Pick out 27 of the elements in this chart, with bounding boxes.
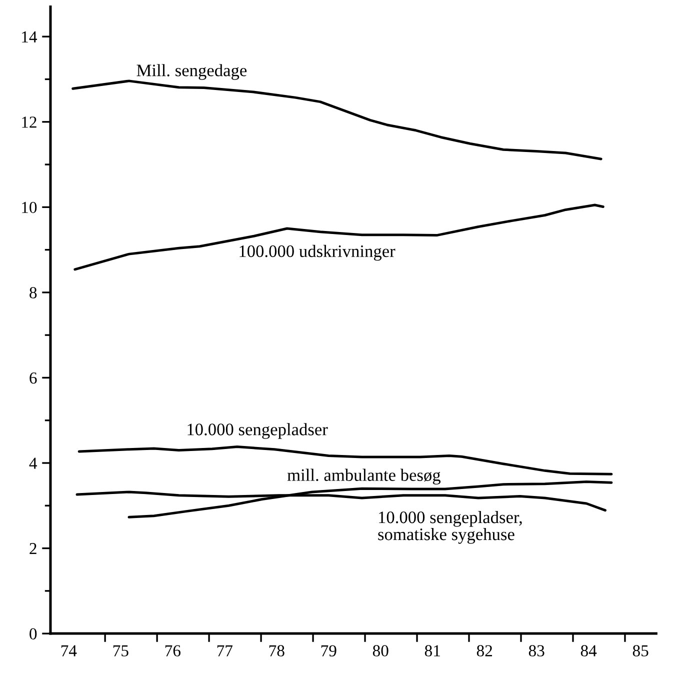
line-series (72, 80, 602, 160)
x-tick-label: 76 (165, 645, 180, 656)
x-tick-label: 78 (269, 645, 284, 656)
series-label: mill. ambulante besøg (287, 468, 441, 485)
y-tick-label: 0 (30, 628, 37, 640)
x-tick-label: 84 (580, 645, 597, 656)
y-tick-label: 12 (22, 116, 36, 128)
x-tick-label: 79 (321, 645, 336, 656)
y-tick-label: 10 (22, 202, 37, 214)
line-series (74, 204, 604, 271)
y-tick-label: 4 (29, 458, 38, 469)
series-label: 100.000 udskrivninger (240, 244, 396, 261)
x-tick-label: 75 (113, 645, 128, 656)
x-tick-label: 74 (61, 645, 77, 656)
y-tick-label: 8 (30, 287, 37, 298)
x-tick-label: 82 (476, 645, 492, 656)
x-tick-label: 80 (372, 645, 388, 656)
x-tick-label: 77 (217, 645, 232, 656)
series-label: 10.000 sengepladser, somatiske sygehuse (378, 510, 522, 544)
y-tick-label: 6 (30, 372, 37, 384)
x-tick-label: 85 (632, 645, 648, 656)
series-label: 10.000 sengepladser (188, 423, 328, 439)
series-label: Mill. sengedage (136, 64, 247, 80)
x-tick-label: 81 (424, 645, 440, 656)
x-tick-label: 83 (528, 645, 544, 656)
y-tick-label: 14 (22, 31, 38, 42)
y-tick-label: 2 (30, 543, 36, 554)
